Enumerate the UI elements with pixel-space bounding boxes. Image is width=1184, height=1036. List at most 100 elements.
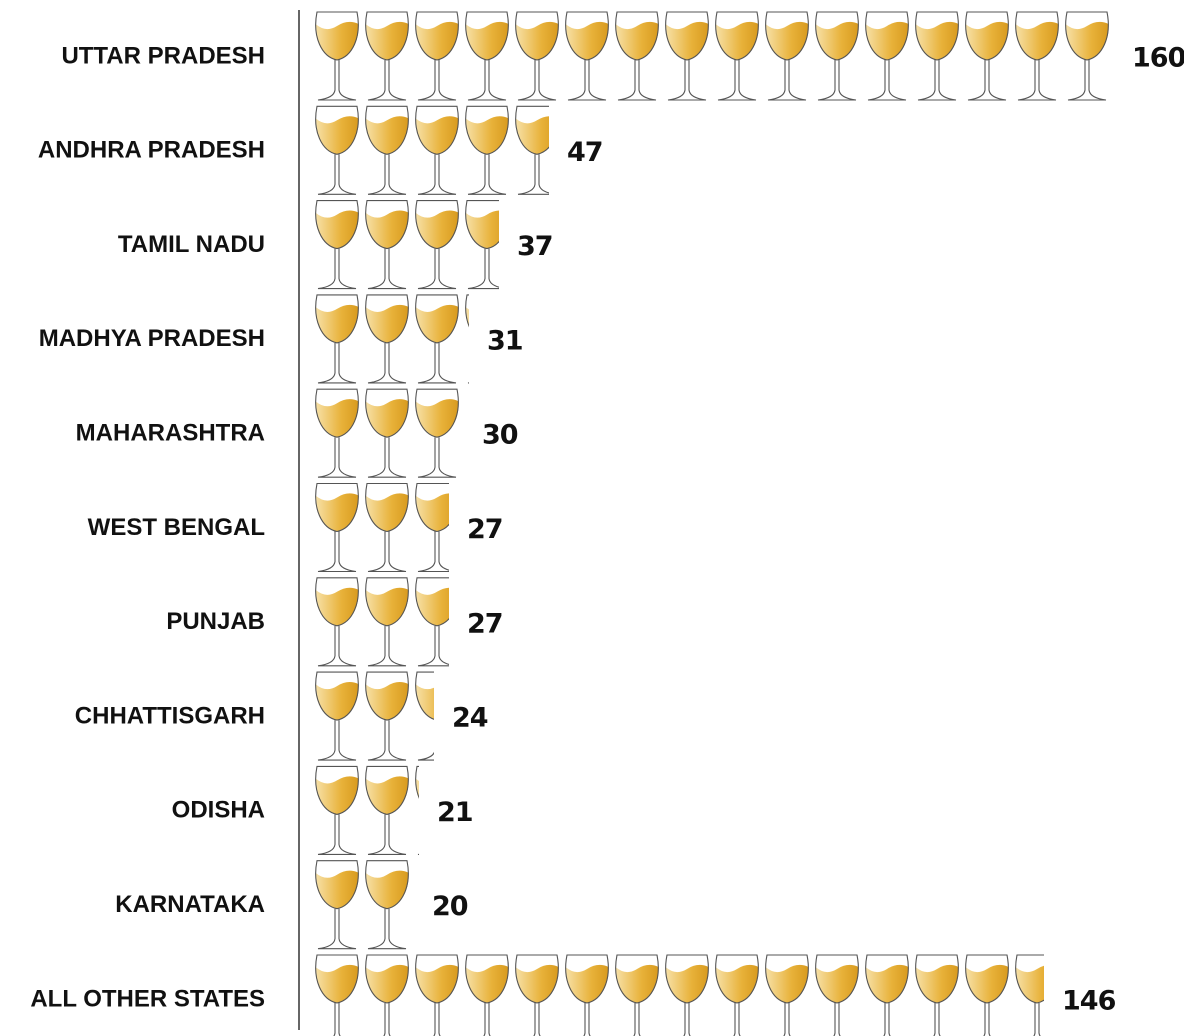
glass-stem (533, 1003, 541, 1036)
glass (1015, 11, 1059, 101)
glass-bowl (965, 11, 1009, 61)
glass-bowl (715, 954, 759, 1004)
glass-stem (383, 1003, 391, 1036)
glass-stem (417, 248, 457, 290)
glass-bowl (315, 482, 359, 533)
glass-bowl (365, 11, 409, 61)
glass-liquid (365, 682, 409, 721)
glass-bowl (365, 388, 409, 438)
glass-stem (667, 60, 707, 101)
glass-liquid (315, 21, 359, 60)
glass-bowl (315, 388, 359, 438)
glass (715, 954, 759, 1036)
glass-bowl (1015, 11, 1059, 61)
glass-liquid (315, 587, 359, 626)
glass-liquid (315, 210, 359, 249)
glass-liquid (415, 493, 449, 532)
glass-bowl (415, 200, 459, 250)
glass (315, 954, 359, 1036)
glass-stem (567, 60, 607, 101)
glass-stem (783, 1003, 791, 1036)
glass (365, 294, 409, 384)
glass-row (315, 577, 449, 667)
glass-liquid (765, 964, 809, 1003)
value-label: 20 (432, 891, 468, 922)
glass-stem (367, 720, 407, 761)
glass-liquid (315, 493, 359, 532)
glass-stem (317, 720, 357, 761)
glass-bowl (465, 11, 509, 61)
glass (565, 11, 609, 101)
glass-bowl (815, 954, 859, 1004)
glass-liquid (315, 116, 359, 155)
glass-liquid (365, 587, 409, 626)
glass-stem (1067, 60, 1107, 101)
glass-bowl (1015, 954, 1044, 1004)
glass-row (315, 482, 449, 573)
glass-liquid (965, 21, 1009, 60)
glass-stem (817, 60, 857, 101)
glass-row (315, 11, 1109, 101)
glass-stem (333, 1003, 341, 1036)
glass-row (315, 294, 469, 384)
glass-bowl (315, 671, 359, 721)
glass-stem (617, 60, 657, 101)
glass-liquid (365, 116, 409, 155)
glass (365, 954, 409, 1036)
glass-bowl (415, 671, 434, 720)
glass-liquid (515, 964, 559, 1003)
glass-bowl (765, 954, 809, 1004)
glass-liquid (965, 964, 1009, 1003)
category-label: UTTAR PRADESH (61, 42, 265, 69)
glass-liquid (515, 21, 559, 60)
glass (965, 954, 1009, 1036)
glass-stem (317, 154, 357, 195)
glass-stem (317, 60, 357, 101)
glass-liquid (315, 304, 359, 343)
glass (515, 11, 559, 101)
glass-liquid (415, 304, 459, 343)
glass (815, 954, 859, 1036)
glass-stem (467, 154, 507, 195)
glass (1065, 11, 1109, 101)
glass-bowl (315, 577, 359, 627)
glass (615, 954, 659, 1036)
glass-stem (467, 248, 499, 290)
category-label: MADHYA PRADESH (39, 325, 265, 352)
glass-bowl (415, 388, 459, 438)
glass (315, 294, 359, 384)
glass-stem (317, 342, 357, 384)
glass-bowl (415, 765, 419, 799)
glass (365, 577, 409, 667)
glass-stem (417, 60, 457, 101)
category-label: ALL OTHER STATES (30, 985, 265, 1012)
glass-liquid (415, 964, 459, 1003)
glass-liquid (565, 21, 609, 60)
glass-stem (583, 1003, 591, 1036)
glass-liquid (415, 210, 459, 249)
glass-stem (1033, 1003, 1041, 1036)
glass-liquid (365, 21, 409, 60)
glass-bowl (715, 11, 759, 61)
glass-bowl (465, 200, 499, 250)
glass (415, 577, 449, 667)
glass-row (315, 105, 549, 195)
glass-stem (833, 1003, 841, 1036)
value-label: 37 (517, 231, 553, 262)
glass (365, 671, 409, 761)
glass (515, 105, 549, 195)
glass-stem (367, 437, 407, 478)
glass-stem (517, 154, 549, 195)
glass-bowl (365, 954, 409, 1004)
glass (865, 954, 909, 1036)
glass-row (315, 200, 499, 290)
glass-row (315, 388, 459, 478)
glass (315, 577, 359, 667)
glass-bowl (415, 577, 449, 627)
glass (765, 11, 809, 101)
glass-bowl (365, 860, 409, 910)
glass-row (315, 671, 434, 761)
category-label: PUNJAB (166, 608, 265, 635)
glass (415, 388, 459, 478)
